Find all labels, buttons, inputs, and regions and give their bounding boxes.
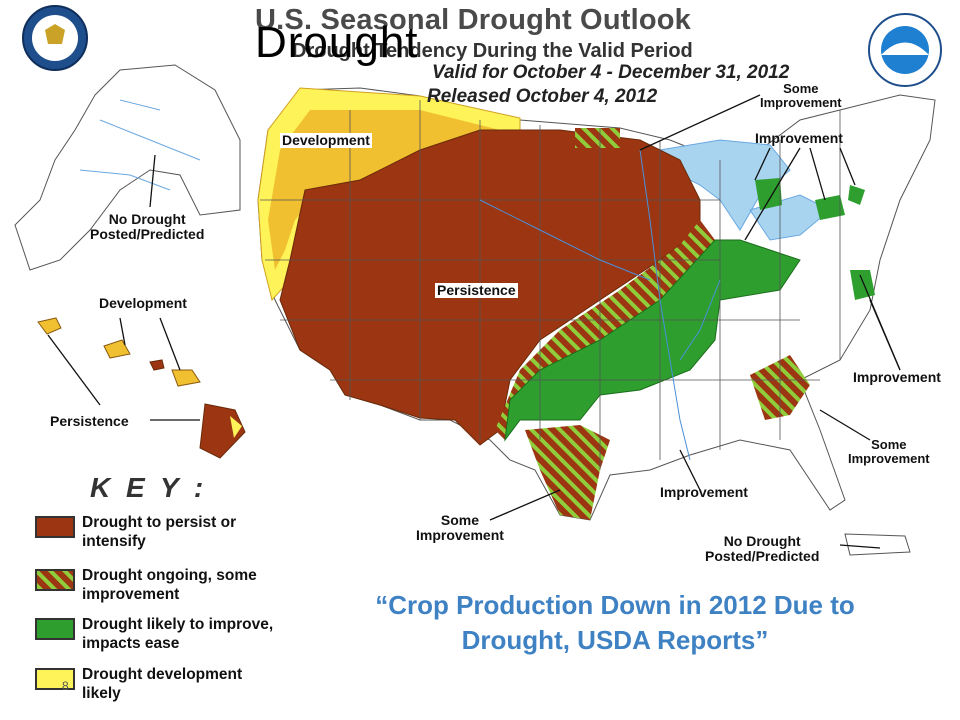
hawaii-islands [37,317,246,459]
hatched-nd [575,128,620,148]
label-improvement-east: Improvement [853,369,941,385]
caption-open-quote: “ [375,590,389,620]
label-development-hi: Development [99,295,187,311]
label-some-improvement-tx: Some Improvement [416,512,504,544]
valid-period: Valid for October 4 - December 31, 2012 [432,62,790,83]
key-item-ongoing: Drought ongoing, some improvement [82,567,257,603]
key-item-improve: Drought likely to improve, impacts ease [82,616,274,652]
slide-title-overlay: Drought [255,18,419,67]
label-persistence: Persistence [435,282,518,299]
label-improvement-south: Improvement [660,484,748,500]
key-title: K E Y : [90,472,208,503]
news-caption: “Crop Production Down in 2012 Due to Dro… [320,588,910,658]
improvement-zone [504,239,801,442]
rivers [479,149,721,461]
label-persistence-hi: Persistence [50,413,129,429]
alaska-rivers [79,99,201,191]
map-subtitle: Drought Tendency During the Valid Period [292,40,693,62]
caption-text: Crop Production Down in 2012 Due to Drou… [388,590,855,656]
alaska-outline [14,64,241,271]
map-title: U.S. Seasonal Drought Outlook [255,4,691,36]
label-some-improvement-top: Some Improvement [760,81,842,111]
key-item-persist: Drought to persist or intensify [82,514,237,550]
commerce-seal-icon [22,5,88,71]
label-improvement-top: Improvement [755,130,843,146]
label-no-drought-ak: No Drought Posted/Predicted [90,211,205,243]
slide-number: 8 [62,679,69,693]
label-no-drought-pr: No Drought Posted/Predicted [705,533,820,565]
label-arrows [47,94,901,549]
key-item-develop: Drought development likely [82,666,243,702]
label-some-improvement-se: Some Improvement [848,437,930,467]
noaa-logo-icon [868,13,942,87]
label-development-nw: Development [280,132,372,149]
caption-close-quote: ” [755,625,769,656]
key-swatches [35,516,75,690]
release-date: Released October 4, 2012 [427,86,658,107]
hatched-tx [525,425,610,520]
puerto-rico [844,533,911,556]
